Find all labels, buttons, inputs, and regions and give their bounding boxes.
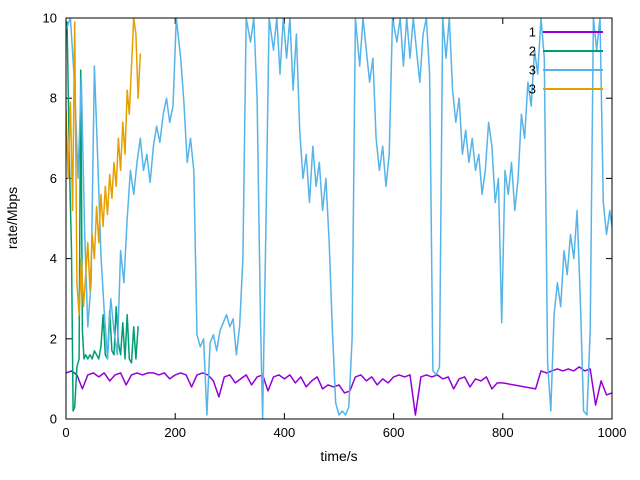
legend-entry-2: 2 [529,44,603,59]
y-tick-label: 4 [50,251,57,266]
legend-label: 1 [529,25,536,40]
legend-entry-3: 3 [529,63,603,78]
x-tick-label: 1000 [598,425,627,440]
x-axis-label: time/s [320,448,357,464]
legend-entry-1: 1 [529,25,603,40]
legend: 1 2 3 3 [529,25,603,97]
legend-entry-4: 3 [529,82,603,97]
series-line-4 [66,18,142,316]
legend-label: 3 [529,82,536,97]
series-lines [66,18,612,419]
series-line-2 [66,21,139,412]
y-tick-label: 10 [43,11,57,26]
axis-ticks: 0 200 400 600 800 1000 0 2 4 6 8 10 [43,11,627,441]
series-line-3 [66,18,612,419]
x-tick-label: 800 [492,425,514,440]
y-tick-label: 2 [50,331,57,346]
y-tick-label: 6 [50,171,57,186]
legend-label: 3 [529,63,536,78]
y-tick-label: 8 [50,91,57,106]
plot-border [65,17,613,420]
x-tick-label: 200 [164,425,186,440]
x-tick-label: 400 [274,425,296,440]
legend-label: 2 [529,44,536,59]
y-tick-label: 0 [50,412,57,427]
x-tick-label: 0 [62,425,69,440]
y-axis-label: rate/Mbps [4,187,20,249]
x-tick-label: 600 [383,425,405,440]
series-line-1 [66,366,612,416]
